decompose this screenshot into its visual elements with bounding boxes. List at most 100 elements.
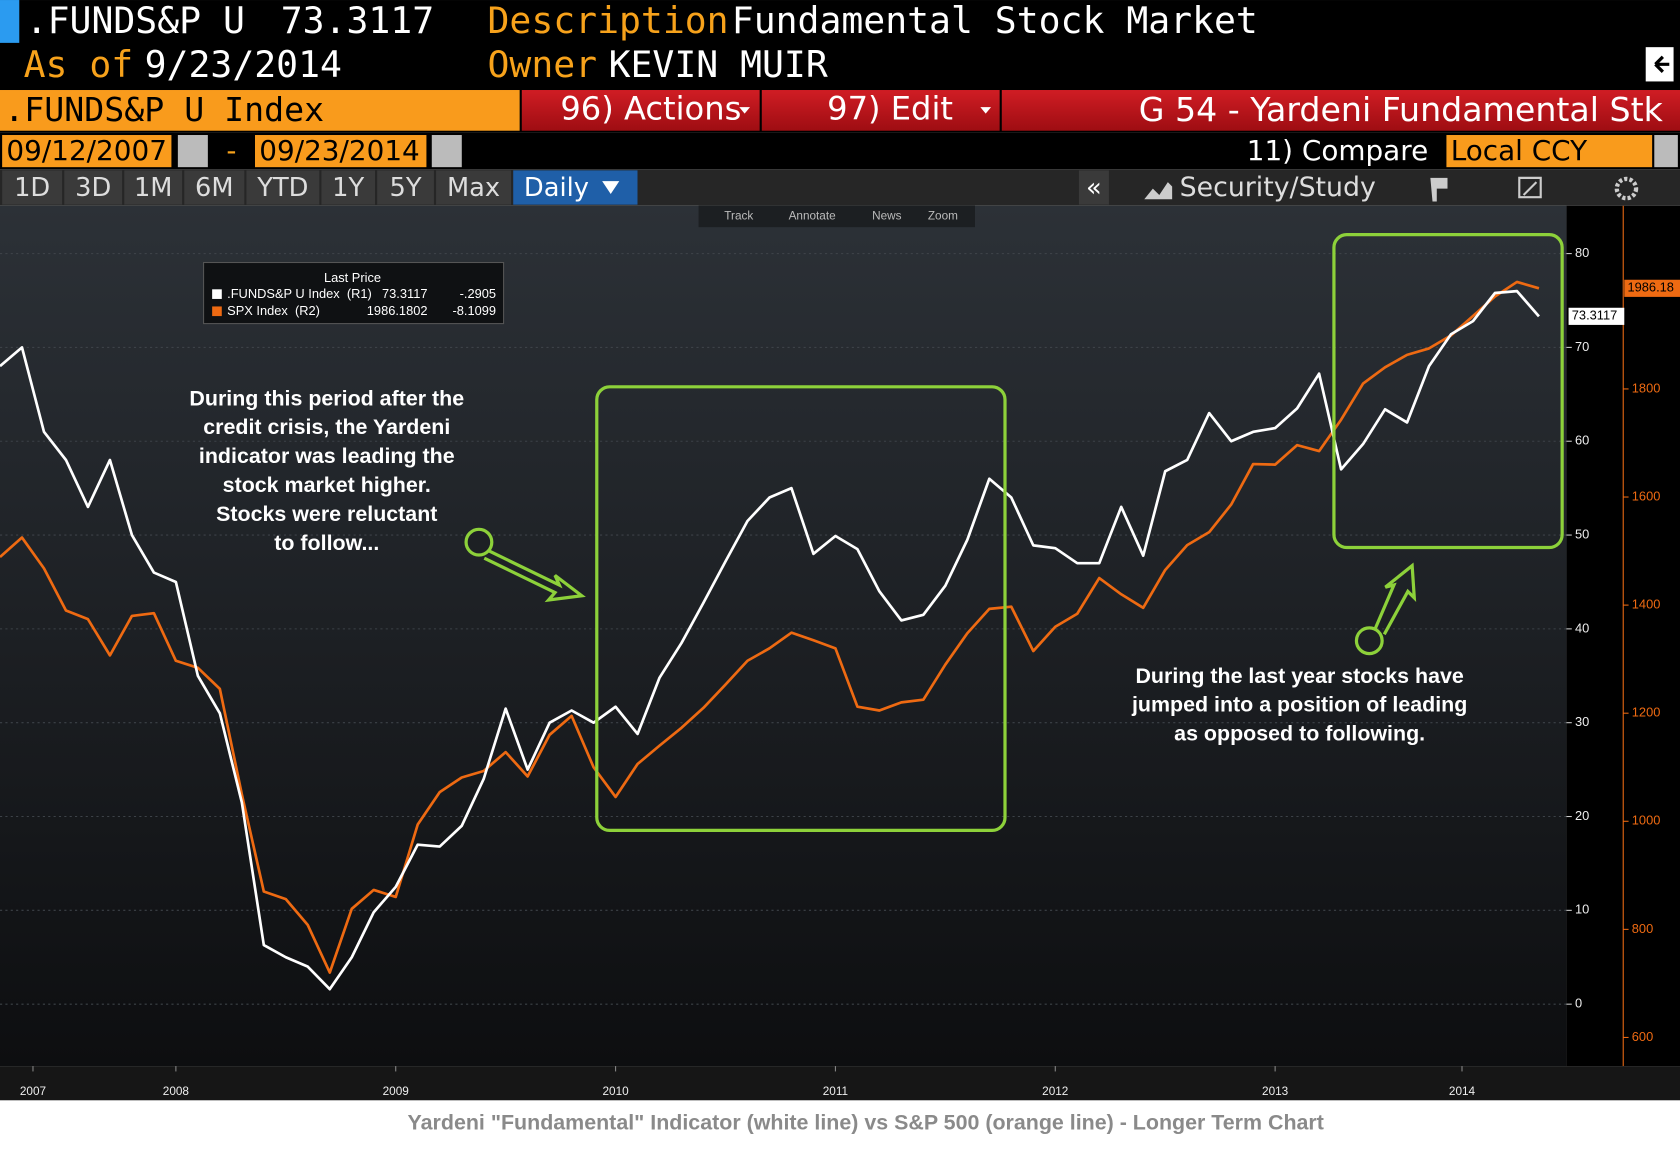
y-tick-label: 0 [1575,996,1582,1011]
security-bar [0,90,520,131]
x-tick-label: 2008 [163,1085,190,1098]
y-tick-label: 50 [1575,526,1589,541]
series-line [0,280,1540,974]
annotation: to follow... [274,531,379,555]
tab[interactable] [64,170,123,205]
frequency: Daily [524,173,589,203]
chart-tool[interactable]: Zoom [928,210,958,223]
x-axis-strip [0,1066,1680,1101]
y2-tick-label: 800 [1632,921,1653,936]
legend-name: .FUNDS&P U Index (R1) [227,286,372,301]
header-marker [0,0,20,43]
y-tick-label: 70 [1575,339,1589,354]
owner-label: Owner [487,43,597,86]
chart-tools-bg [698,205,975,228]
as-of: 9/23/2014 [145,43,342,86]
x-tick-label: 2012 [1042,1085,1068,1098]
actions: 96) Actions [560,89,741,127]
tab-label: YTD [256,173,308,203]
compare[interactable]: 11) Compare [1247,134,1428,167]
tab-label: 1Y [332,173,364,203]
tab[interactable] [124,170,183,205]
tab[interactable] [184,170,245,205]
annotation: indicator was leading the [199,444,455,468]
y2-tick-label: 1800 [1632,380,1661,395]
annotation: During this period after the [189,386,464,410]
tab[interactable] [2,170,63,205]
annotation: credit crisis, the Yardeni [203,415,450,439]
tab[interactable] [436,170,512,205]
y-tick-label: 10 [1575,902,1589,917]
highlight-box [595,385,1007,832]
x-tick-label: 2014 [1449,1085,1476,1098]
actions-button[interactable]: 96) Actions [521,89,760,131]
y-tick-label: 80 [1575,245,1589,260]
x-tick-label: 2013 [1262,1085,1289,1098]
edit-button[interactable]: 97) Edit [761,89,1000,131]
legend-change: -8.1099 [453,303,497,318]
dropdown-arrow [602,181,620,194]
y2-tick-label: 1600 [1632,488,1661,503]
tab[interactable] [377,170,434,205]
caption: Yardeni "Fundamental" Indicator (white l… [408,1111,1324,1135]
x-tick-label: 2007 [20,1085,46,1098]
chart-tool[interactable]: Track [724,210,753,223]
study-icon [1144,182,1173,200]
annotation: During the last year stocks have [1135,664,1463,688]
legend-value: 1986.1802 [367,303,428,318]
end-date: 09/23/2014 [259,134,419,167]
arrow [464,527,586,603]
annotation: Stocks were reluctant [216,502,437,526]
x-tick-label: 2010 [602,1085,629,1098]
tab-label: 5Y [390,173,422,203]
caption-bg [0,1100,1680,1150]
collapse: « [1086,173,1102,203]
legend-change: -.2905 [460,286,496,301]
page-title: G 54 - Yardeni Fundamental Stk [1139,90,1664,129]
arrow [1354,562,1417,656]
tab[interactable] [246,170,320,205]
y2-tick-label: 1000 [1632,813,1661,828]
frequency-tab[interactable] [513,170,638,205]
x-tick-label: 2009 [383,1085,409,1098]
last-price-label: 73.3117 [1572,308,1617,323]
x-tick-label: 2011 [823,1085,848,1098]
tab-label: 1M [134,173,173,203]
flag-icon[interactable] [1430,177,1448,202]
description: Fundamental Stock Market [732,0,1258,42]
price: 73.3117 [281,0,434,42]
currency-dropdown[interactable] [1654,135,1678,168]
date-separator: - [226,134,236,167]
currency-box[interactable] [1446,135,1653,168]
tab[interactable] [321,170,375,205]
y2-tick-label: 1400 [1632,596,1661,611]
security: .FUNDS&P U Index [4,90,324,129]
y-tick-label: 40 [1575,620,1589,635]
y-tick-label: 60 [1575,433,1589,448]
collapse-button[interactable] [1078,170,1109,205]
end-date-box[interactable] [255,135,427,168]
highlight-box [1332,233,1564,550]
currency: Local CCY [1451,134,1588,167]
start-date-box[interactable] [2,135,172,168]
annotation: as opposed to following. [1174,722,1425,746]
as-of-label: As of [24,43,134,86]
description-label: Description [487,0,728,42]
chart-tool[interactable]: News [872,210,902,223]
edit-icon[interactable] [1518,176,1542,199]
series-line [0,289,1540,991]
export-icon[interactable] [1645,47,1674,82]
security-study[interactable]: Security/Study [1180,172,1376,203]
last-price-tag [1624,279,1680,297]
edit: 97) Edit [827,89,953,127]
settings-icon[interactable] [1614,176,1639,201]
legend-swatch [212,306,222,317]
last-price-tag [1568,307,1625,325]
y2-tick-label: 600 [1632,1029,1653,1044]
page-title-bar [1001,90,1680,131]
calendar-icon[interactable] [431,135,462,168]
calendar-icon[interactable] [177,135,208,168]
tab-label: 3D [75,173,111,203]
chart-tool[interactable]: Annotate [789,210,837,223]
